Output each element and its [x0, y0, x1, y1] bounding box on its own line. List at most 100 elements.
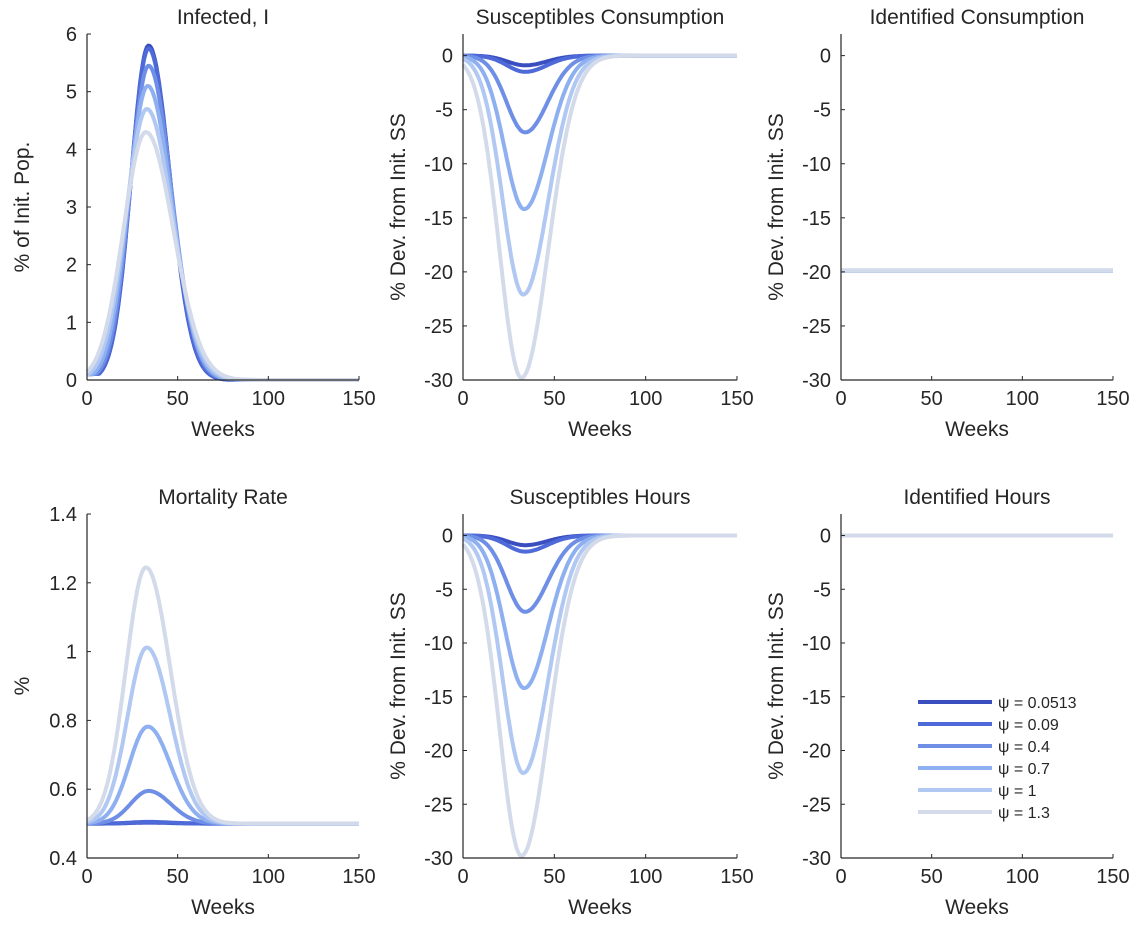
x-tick-label: 100	[629, 866, 662, 888]
x-tick-label: 50	[921, 866, 943, 888]
series-line-4	[462, 533, 738, 691]
series-line-5	[86, 107, 360, 382]
series-group	[461, 53, 738, 380]
y-axis-label: % Dev. from Init. SS	[387, 113, 410, 301]
y-tick-label: 0	[820, 526, 831, 548]
chart-title: Susceptibles Hours	[510, 486, 691, 509]
legend-label-6: ψ = 1.3	[998, 805, 1050, 822]
x-axis-label: Weeks	[568, 896, 632, 919]
series-line-3	[86, 63, 360, 382]
x-axis-label: Weeks	[945, 896, 1009, 919]
x-tick-label: 50	[543, 866, 565, 888]
x-tick-label: 100	[252, 388, 285, 410]
y-tick-label: -10	[802, 154, 831, 176]
series-line-3	[462, 533, 738, 614]
y-axis-label: % of Init. Pop.	[11, 142, 34, 273]
chart-title: Infected, I	[177, 6, 269, 29]
y-tick-label: -15	[424, 687, 453, 709]
y-tick-label: -10	[802, 633, 831, 655]
legend-label-1: ψ = 0.0513	[998, 695, 1077, 712]
series-line-6	[461, 53, 738, 380]
x-axis-label: Weeks	[568, 418, 632, 441]
chart-panel-3: Identified Consumption 0 50 100 150 -30 -25 -20…	[765, 6, 1130, 441]
y-tick-label: -25	[424, 794, 453, 816]
x-tick-label: 150	[720, 388, 753, 410]
x-tick-label: 0	[835, 866, 846, 888]
series-group	[86, 565, 360, 826]
x-tick-label: 100	[1006, 866, 1039, 888]
chart-panel-4: Mortality Rate 0 50 100 150 0.4 0.6 0.8 1 1.2 1.4 W…	[11, 486, 376, 919]
y-axis-label: % Dev. from Init. SS	[765, 113, 788, 301]
y-tick-label: 0	[66, 370, 77, 392]
y-tick-label: 1	[66, 312, 77, 334]
x-tick-label: 100	[1006, 388, 1039, 410]
y-tick-label: -10	[424, 633, 453, 655]
x-tick-label: 150	[342, 866, 375, 888]
y-tick-label: -20	[424, 741, 453, 763]
legend: ψ = 0.0513 ψ = 0.09 ψ = 0.4 ψ = 0.7 ψ = 1 ψ =…	[918, 695, 1077, 822]
series-line-3	[86, 788, 360, 826]
y-tick-label: -25	[802, 316, 831, 338]
y-tick-label: -15	[802, 687, 831, 709]
x-tick-label: 50	[167, 388, 189, 410]
x-tick-label: 50	[167, 866, 189, 888]
series-line-4	[462, 53, 738, 212]
x-tick-label: 50	[543, 388, 565, 410]
x-tick-label: 0	[81, 388, 92, 410]
y-tick-label: 0	[820, 46, 831, 68]
chart-title: Mortality Rate	[158, 486, 288, 509]
x-tick-label: 0	[457, 866, 468, 888]
y-tick-label: 0	[442, 526, 453, 548]
x-axis-label: Weeks	[191, 896, 255, 919]
x-tick-label: 150	[1096, 866, 1129, 888]
x-tick-label: 0	[457, 388, 468, 410]
chart-panel-2: Susceptibles Consumption 0 50 100 150 -30 -25 -…	[387, 6, 754, 441]
legend-label-5: ψ = 1	[998, 783, 1037, 800]
y-tick-label: 3	[66, 197, 77, 219]
x-tick-label: 50	[921, 388, 943, 410]
y-tick-label: 1.2	[49, 573, 77, 595]
legend-label-4: ψ = 0.7	[998, 761, 1050, 778]
y-tick-label: 2	[66, 255, 77, 277]
series-group	[461, 533, 738, 858]
legend-label-3: ψ = 0.4	[998, 739, 1050, 756]
x-axis-label: Weeks	[191, 418, 255, 441]
y-tick-label: -20	[802, 741, 831, 763]
y-tick-label: -30	[802, 370, 831, 392]
y-tick-label: -5	[435, 100, 453, 122]
y-axis-label: %	[11, 677, 34, 696]
x-tick-label: 0	[835, 388, 846, 410]
y-tick-label: 0	[442, 46, 453, 68]
y-tick-label: -15	[424, 208, 453, 230]
y-tick-label: -25	[802, 794, 831, 816]
y-tick-label: -15	[802, 208, 831, 230]
y-tick-label: -20	[424, 262, 453, 284]
x-tick-label: 0	[81, 866, 92, 888]
chart-title: Susceptibles Consumption	[476, 6, 725, 29]
series-line-5	[86, 645, 360, 826]
y-tick-label: 4	[66, 139, 77, 161]
chart-title: Identified Consumption	[870, 6, 1085, 29]
y-tick-label: 0.8	[49, 710, 77, 732]
series-line-6	[461, 533, 738, 858]
chart-panel-5: Susceptibles Hours 0 50 100 150 -30 -25 -20 -15 -…	[387, 486, 754, 919]
x-tick-label: 150	[1096, 388, 1129, 410]
y-tick-label: 5	[66, 82, 77, 104]
x-axis-label: Weeks	[945, 418, 1009, 441]
x-tick-label: 100	[252, 866, 285, 888]
y-tick-label: -20	[802, 262, 831, 284]
x-tick-label: 150	[720, 866, 753, 888]
y-axis-label: % Dev. from Init. SS	[765, 592, 788, 780]
y-tick-label: -10	[424, 154, 453, 176]
y-tick-label: -5	[813, 579, 831, 601]
chart-panel-6: Identified Hours 0 50 100 150 -30 -25 -20 -15 -10…	[765, 486, 1130, 919]
y-tick-label: -5	[813, 100, 831, 122]
series-line-3	[462, 53, 738, 135]
x-tick-label: 150	[342, 388, 375, 410]
y-tick-label: 0.4	[49, 848, 77, 870]
y-tick-label: 6	[66, 24, 77, 46]
series-line-6	[86, 565, 360, 826]
chart-panel-1: Infected, I 0 50 100 150 0 1 2 3 4 5 6 Weeks % of Ini…	[11, 6, 376, 441]
y-tick-label: -5	[435, 579, 453, 601]
